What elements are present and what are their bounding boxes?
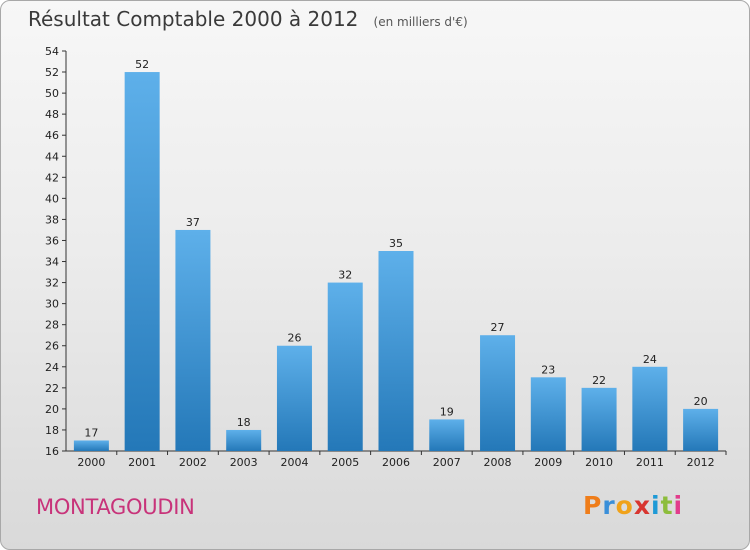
y-tick-label: 24	[45, 361, 59, 374]
logo-letter: r	[602, 491, 616, 520]
y-tick-label: 48	[45, 108, 59, 121]
chart-title: Résultat Comptable 2000 à 2012	[28, 7, 359, 31]
bar-2000	[73, 440, 109, 451]
y-tick-label: 28	[45, 319, 59, 332]
bar-2005	[327, 282, 363, 451]
proxiti-logo: Proxiti	[583, 491, 683, 520]
x-tick-label-2000: 2000	[77, 456, 105, 469]
y-tick-label: 46	[45, 129, 59, 142]
bar-2007	[429, 419, 465, 451]
title-row: Résultat Comptable 2000 à 2012 (en milli…	[28, 7, 468, 31]
x-tick-label-2001: 2001	[128, 456, 156, 469]
data-label-2005: 32	[338, 269, 352, 282]
y-tick-label: 38	[45, 213, 59, 226]
y-tick-label: 42	[45, 171, 59, 184]
y-tick-label: 16	[45, 445, 59, 458]
data-label-2009: 23	[541, 363, 555, 376]
data-label-2012: 20	[694, 395, 708, 408]
x-tick-label-2007: 2007	[433, 456, 461, 469]
data-label-2008: 27	[491, 321, 505, 334]
bar-2002	[175, 229, 211, 451]
y-tick-label: 32	[45, 277, 59, 290]
bar-2004	[276, 345, 312, 451]
x-tick-label-2008: 2008	[484, 456, 512, 469]
x-tick-label-2002: 2002	[179, 456, 207, 469]
y-tick-label: 26	[45, 340, 59, 353]
logo-letter: i	[673, 491, 684, 520]
chart-subtitle: (en milliers d'€)	[373, 15, 468, 29]
x-tick-label-2012: 2012	[687, 456, 715, 469]
x-tick-label-2010: 2010	[585, 456, 613, 469]
x-tick-label-2009: 2009	[534, 456, 562, 469]
logo-letter: o	[615, 491, 634, 520]
x-tick-label-2003: 2003	[230, 456, 258, 469]
bar-2008	[480, 335, 516, 451]
bar-2001	[124, 72, 160, 451]
y-tick-label: 22	[45, 382, 59, 395]
y-tick-label: 20	[45, 403, 59, 416]
bar-2009	[530, 377, 566, 451]
data-label-2001: 52	[135, 58, 149, 71]
y-tick-label: 30	[45, 298, 59, 311]
data-label-2010: 22	[592, 374, 606, 387]
data-label-2004: 26	[287, 332, 301, 345]
x-tick-label-2011: 2011	[636, 456, 664, 469]
y-tick-label: 54	[45, 45, 59, 58]
logo-letter: t	[660, 491, 674, 520]
x-tick-label-2006: 2006	[382, 456, 410, 469]
bar-2011	[632, 366, 668, 451]
logo-letter: P	[583, 491, 603, 520]
data-label-2006: 35	[389, 237, 403, 250]
y-tick-label: 52	[45, 66, 59, 79]
logo-letter: x	[633, 491, 651, 520]
y-tick-label: 34	[45, 256, 59, 269]
data-label-2002: 37	[186, 216, 200, 229]
data-label-2000: 17	[84, 426, 98, 439]
y-tick-label: 18	[45, 424, 59, 437]
y-tick-label: 36	[45, 234, 59, 247]
y-tick-label: 40	[45, 192, 59, 205]
bar-2012	[683, 408, 719, 451]
x-tick-label-2004: 2004	[280, 456, 308, 469]
y-tick-label: 50	[45, 87, 59, 100]
x-tick-label-2005: 2005	[331, 456, 359, 469]
data-label-2011: 24	[643, 353, 657, 366]
logo-letter: i	[651, 491, 661, 520]
bar-2006	[378, 251, 414, 451]
town-name: MONTAGOUDIN	[36, 495, 195, 519]
data-label-2007: 19	[440, 405, 454, 418]
bar-2010	[581, 387, 617, 451]
data-label-2003: 18	[237, 416, 251, 429]
bar-2003	[226, 429, 262, 451]
y-tick-label: 44	[45, 150, 59, 163]
